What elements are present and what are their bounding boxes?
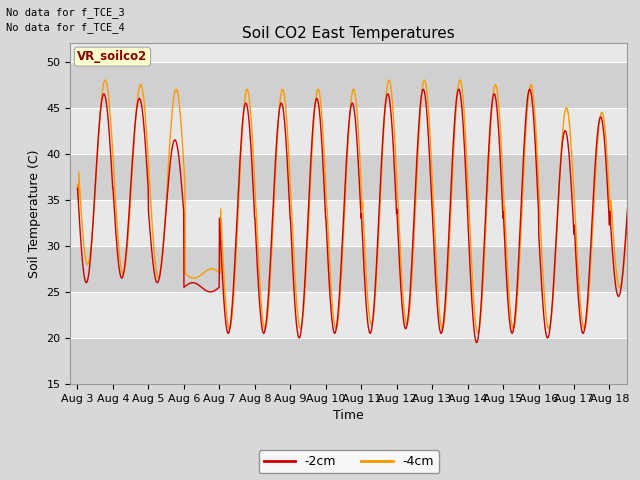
Text: No data for f_TCE_4: No data for f_TCE_4 — [6, 22, 125, 33]
Text: VR_soilco2: VR_soilco2 — [77, 50, 148, 63]
Bar — [70, 200, 627, 246]
Bar — [70, 154, 627, 200]
Legend: -2cm, -4cm: -2cm, -4cm — [259, 450, 439, 473]
Bar — [70, 292, 627, 338]
Y-axis label: Soil Temperature (C): Soil Temperature (C) — [28, 149, 41, 278]
Bar — [70, 108, 627, 154]
Bar — [70, 338, 627, 384]
Bar — [70, 61, 627, 108]
X-axis label: Time: Time — [333, 409, 364, 422]
Text: No data for f_TCE_3: No data for f_TCE_3 — [6, 7, 125, 18]
Title: Soil CO2 East Temperatures: Soil CO2 East Temperatures — [243, 25, 455, 41]
Bar — [70, 246, 627, 292]
